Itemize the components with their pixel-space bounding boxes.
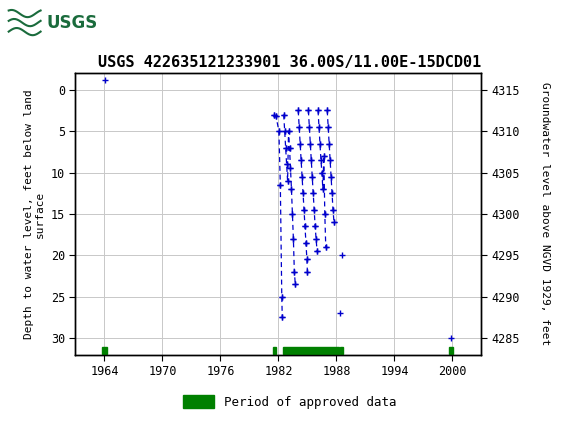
- Bar: [283, 347, 339, 354]
- Text: USGS: USGS: [46, 14, 97, 31]
- Bar: [448, 347, 454, 354]
- FancyBboxPatch shape: [6, 4, 75, 41]
- Bar: [340, 347, 343, 354]
- Legend: Period of approved data: Period of approved data: [178, 390, 402, 414]
- Text: USGS 422635121233901 36.00S/11.00E-15DCD01: USGS 422635121233901 36.00S/11.00E-15DCD…: [99, 55, 481, 70]
- Y-axis label: Depth to water level, feet below land
surface: Depth to water level, feet below land su…: [24, 89, 45, 339]
- Bar: [102, 347, 107, 354]
- Bar: [273, 347, 277, 354]
- Y-axis label: Groundwater level above NGVD 1929, feet: Groundwater level above NGVD 1929, feet: [540, 82, 550, 346]
